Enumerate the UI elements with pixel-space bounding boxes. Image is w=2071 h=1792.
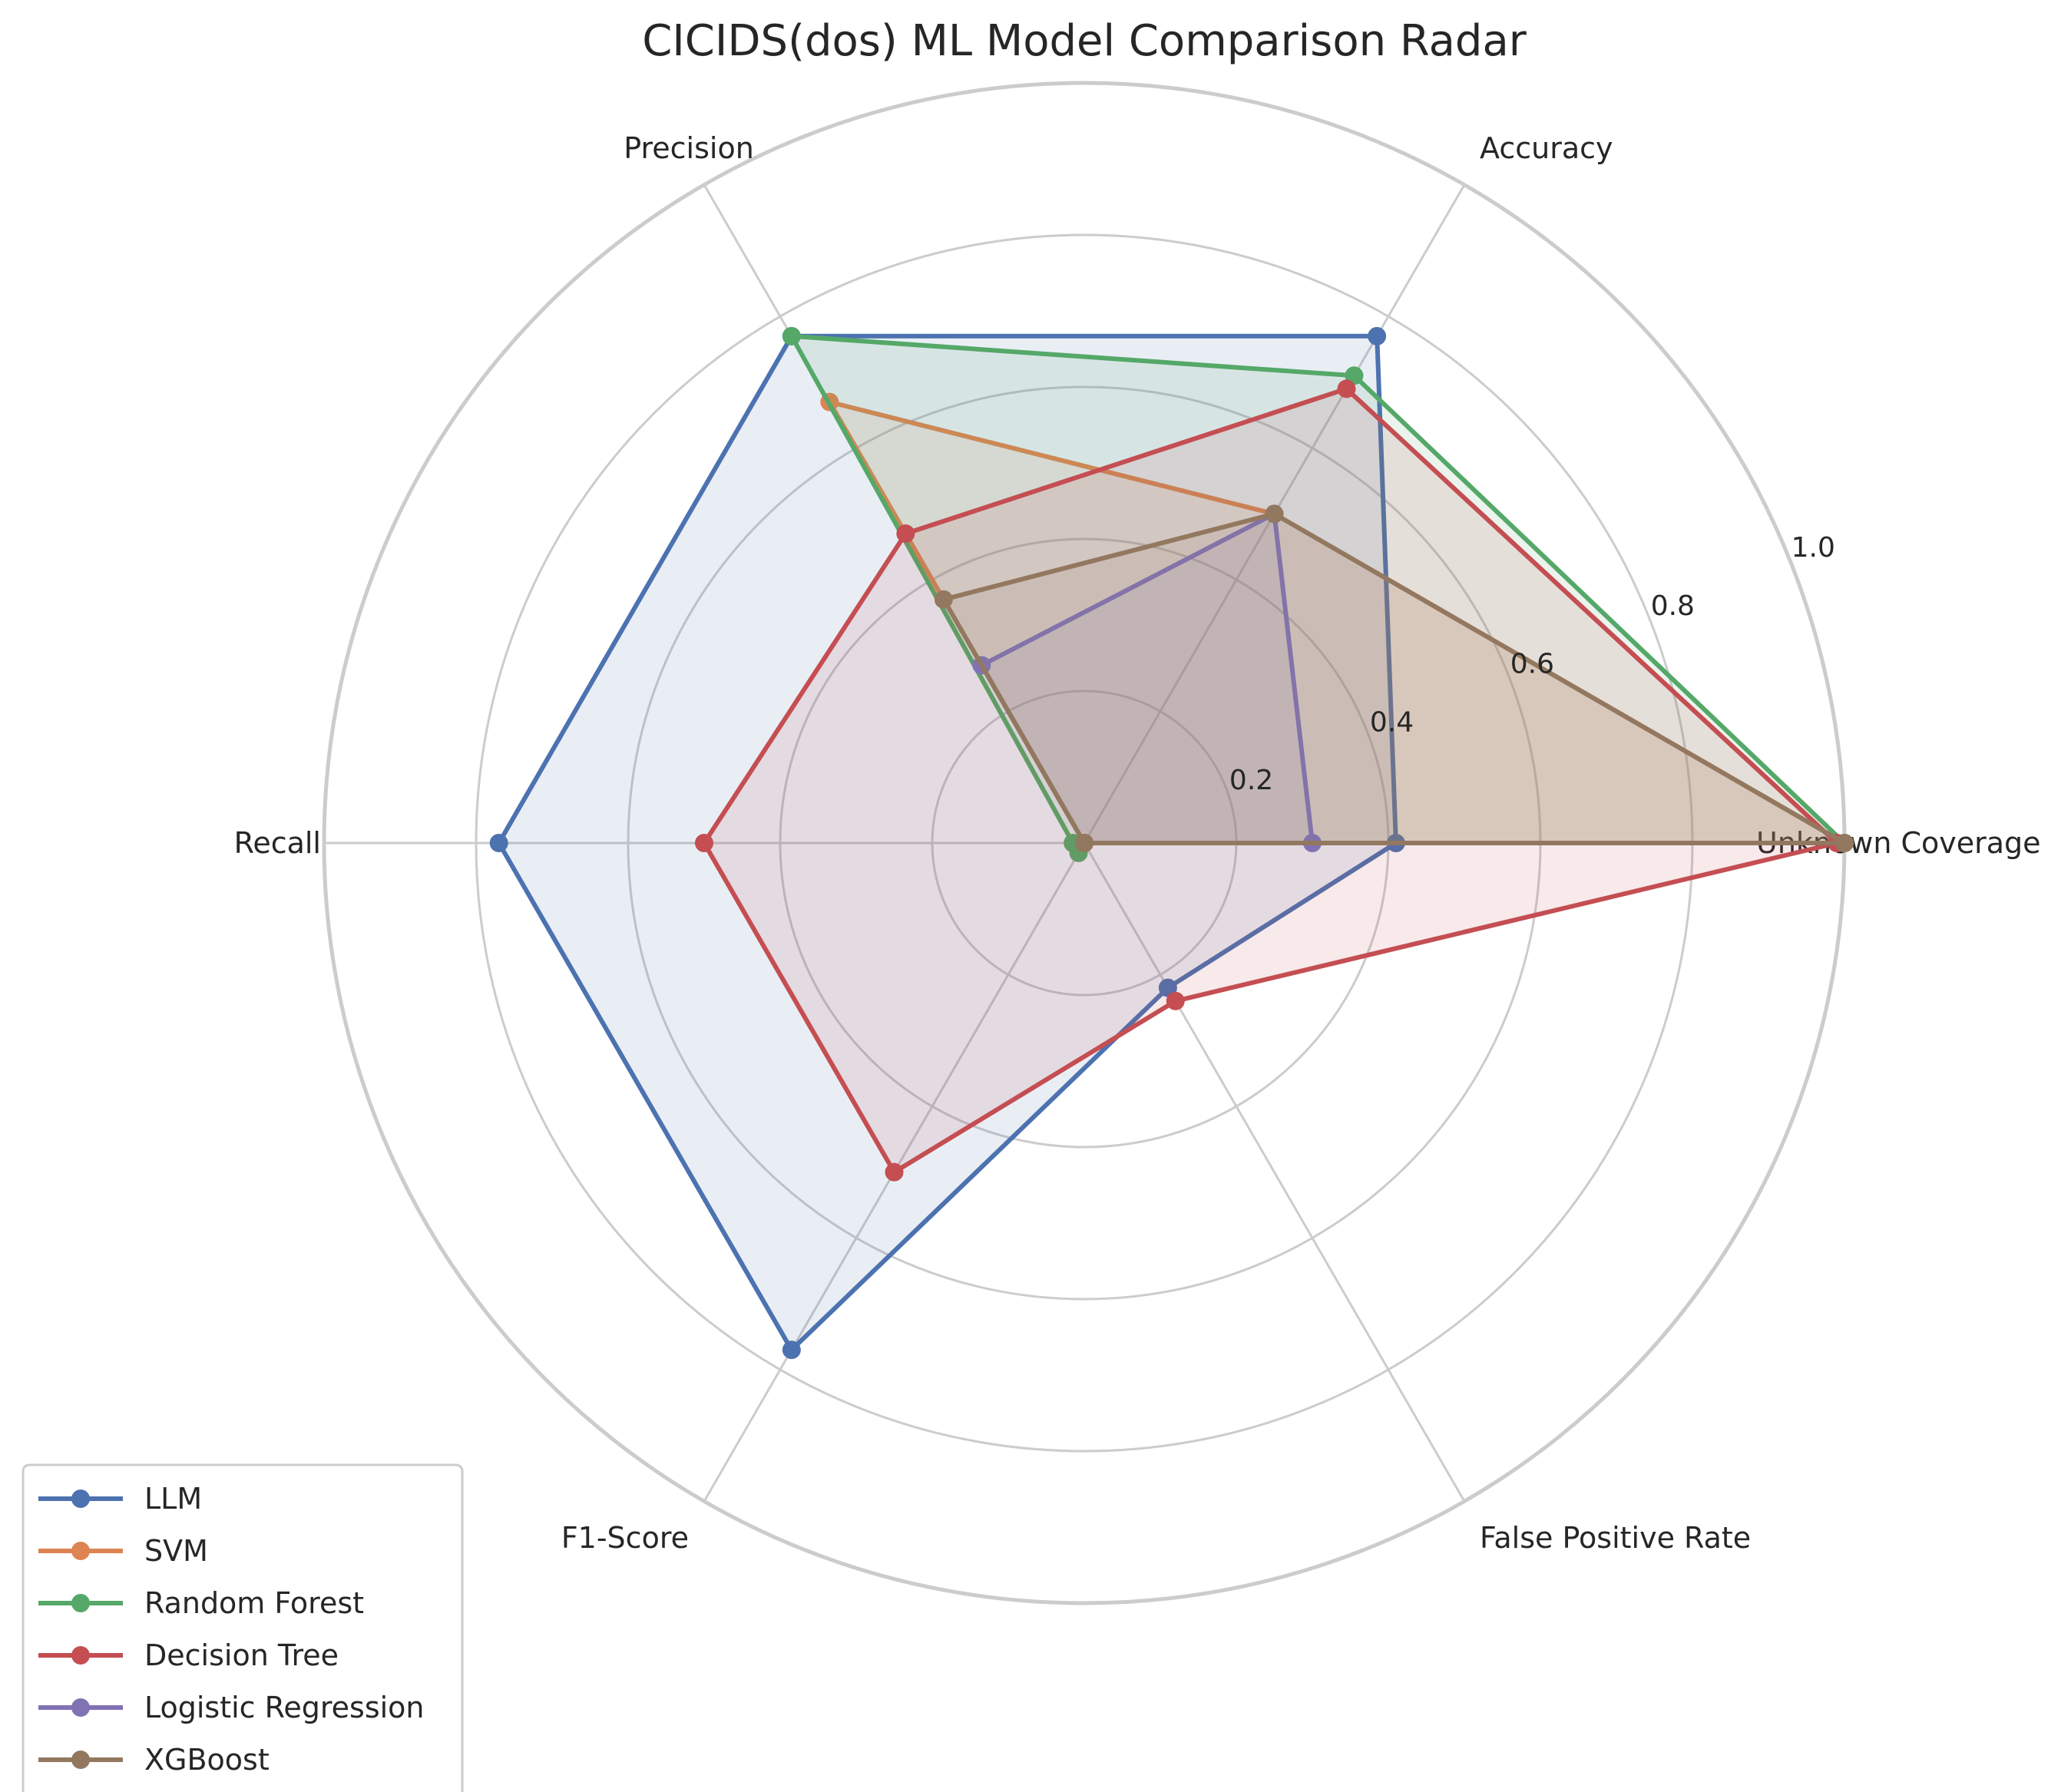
radial-tick-label: 0.6 — [1510, 649, 1554, 680]
legend-marker — [71, 1751, 90, 1769]
data-point — [1166, 991, 1185, 1010]
data-point — [1368, 326, 1387, 346]
series-area — [943, 514, 1844, 843]
data-point — [1835, 834, 1854, 852]
radial-tick-label: 0.4 — [1370, 706, 1414, 738]
data-point — [782, 1341, 801, 1360]
series-area — [829, 402, 1844, 843]
legend-marker — [71, 1542, 90, 1560]
radial-tick-label: 0.8 — [1651, 590, 1695, 622]
series-xgboost — [934, 504, 1854, 852]
legend-marker — [71, 1698, 90, 1717]
legend-label: Random Forest — [144, 1586, 364, 1620]
legend-box — [22, 1463, 464, 1792]
axis-labels: Unknown CoverageAccuracyPrecisionRecallF… — [234, 131, 2041, 1555]
series-area — [704, 388, 1838, 1172]
data-point — [934, 590, 953, 609]
series-area — [791, 336, 1844, 853]
legend-label: Decision Tree — [144, 1638, 339, 1672]
radial-tick-label: 1.0 — [1791, 532, 1835, 564]
legend: LLM SVM Random Forest Decision Tree Logistic… — [22, 1463, 464, 1792]
series-area — [981, 514, 1312, 843]
axis-spoke — [1083, 842, 1466, 1503]
data-point — [896, 524, 915, 544]
legend-label: XGBoost — [144, 1743, 270, 1777]
radial-tick-label: 0.2 — [1229, 765, 1273, 796]
series-group — [489, 326, 1854, 1360]
axis-label: Recall — [234, 826, 321, 860]
legend-label: LLM — [144, 1482, 202, 1516]
legend-marker — [71, 1489, 90, 1508]
axis-label: F1-Score — [561, 1521, 689, 1555]
data-point — [489, 834, 508, 852]
legend-marker — [71, 1594, 90, 1612]
data-point — [695, 834, 713, 852]
data-point — [782, 326, 801, 346]
legend-marker — [71, 1646, 90, 1665]
radial-tick-labels: 0.2 0.4 0.6 0.8 1.0 — [1229, 532, 1835, 796]
legend-label: Logistic Regression — [144, 1691, 425, 1724]
data-point — [1337, 379, 1356, 398]
axis-label: Precision — [624, 131, 754, 165]
data-point — [1075, 834, 1093, 852]
data-point — [1265, 504, 1284, 524]
axis-label: False Positive Rate — [1480, 1521, 1751, 1555]
series-area — [498, 336, 1396, 1351]
legend-label: SVM — [144, 1534, 208, 1568]
axis-label: Accuracy — [1480, 131, 1613, 165]
data-point — [885, 1162, 904, 1182]
chart-title: CICIDS(dos) ML Model Comparison Radar — [642, 16, 1527, 66]
